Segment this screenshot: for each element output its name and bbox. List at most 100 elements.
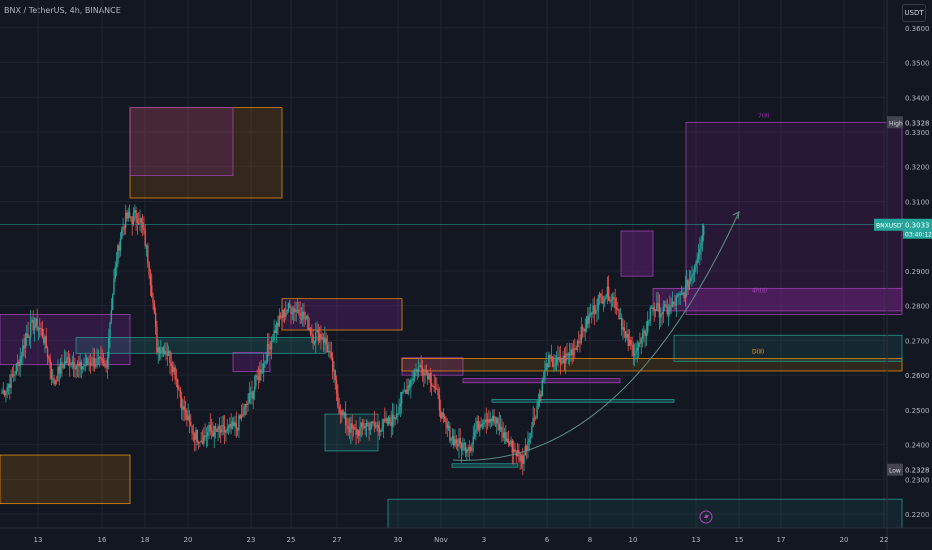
candle-body: [78, 363, 80, 367]
candle-body: [404, 389, 407, 392]
candle-body: [434, 388, 437, 390]
candle-body: [335, 379, 338, 394]
candle-body: [581, 326, 584, 329]
candle-body: [442, 412, 445, 417]
candle-body: [100, 357, 102, 359]
candle-body: [216, 429, 218, 432]
candle-body: [287, 303, 290, 311]
candle-body: [613, 296, 615, 299]
candle-body: [346, 425, 348, 427]
candle-body: [572, 348, 575, 356]
time-tick-label: 22: [880, 536, 889, 544]
candle-body: [326, 344, 329, 353]
candle-body: [32, 319, 34, 331]
weekly-range-box: [685, 121, 903, 315]
candle-body: [311, 333, 313, 335]
candle-body: [144, 230, 146, 247]
time-tick-label: 20: [840, 536, 849, 544]
candle-body: [614, 298, 616, 308]
candle-body: [292, 308, 295, 313]
support-zone: [0, 454, 131, 505]
candle-body: [113, 278, 115, 295]
candle-body: [634, 354, 636, 356]
candle-body: [652, 307, 654, 309]
candle-body: [282, 309, 284, 318]
candle-body: [675, 296, 678, 306]
candle-body: [665, 304, 667, 308]
candle-body: [303, 311, 305, 318]
candle-body: [536, 405, 538, 418]
candle-body: [118, 245, 120, 251]
candle-body: [365, 423, 368, 427]
candle-body: [277, 323, 279, 327]
candle-body: [193, 434, 196, 440]
candle-body: [130, 216, 132, 220]
time-axis[interactable]: 13 16 18 20 23 25 27 30 Nov 3 6 8 10 13 15 17 20 22: [0, 527, 932, 544]
candle-body: [309, 328, 312, 334]
candle-body: [26, 333, 28, 338]
candle-body: [636, 347, 639, 352]
candle-body: [147, 245, 149, 264]
high-value-label: 0.3328: [905, 119, 930, 127]
candle-body: [583, 328, 585, 332]
candle-body: [472, 436, 474, 444]
candle-body: [79, 361, 81, 367]
candle-body: [338, 406, 340, 414]
candle-body: [132, 212, 135, 225]
candle-body: [68, 358, 71, 366]
candle-body: [632, 345, 635, 356]
price-tick-label: 0.2200: [905, 511, 930, 519]
candle-body: [395, 414, 398, 418]
candle-body: [279, 315, 282, 318]
candle-body: [420, 365, 422, 368]
candle-body: [559, 357, 562, 363]
candle-body: [537, 401, 540, 406]
candle-body: [380, 430, 382, 433]
candle-body: [19, 356, 21, 367]
candle-body: [161, 347, 163, 350]
candle-body: [169, 351, 171, 363]
time-tick-label: 13: [34, 536, 43, 544]
candle-body: [606, 286, 609, 297]
candle-body: [275, 323, 278, 334]
candle-body: [7, 384, 10, 388]
candle-body: [97, 357, 100, 359]
demand-zone: [75, 337, 326, 354]
candle-body: [54, 380, 57, 385]
candle-body: [389, 417, 391, 423]
candle-body: [488, 419, 490, 423]
candle-body: [499, 426, 502, 431]
candle-body: [5, 391, 7, 396]
candle-body: [482, 422, 485, 425]
candle-body: [1, 392, 3, 394]
candle-body: [377, 425, 379, 429]
candle-body: [374, 426, 377, 428]
candle-body: [443, 416, 446, 419]
candles-layer: [1, 204, 705, 476]
candle-body: [650, 307, 653, 309]
price-tick-label: 0.3100: [905, 198, 930, 206]
candle-body: [454, 439, 456, 446]
candle-body: [313, 342, 316, 344]
time-tick-label: 30: [394, 536, 403, 544]
currency-button[interactable]: USDT: [902, 4, 926, 22]
candle-body: [368, 423, 370, 431]
candle-body: [283, 309, 286, 317]
candle-body: [531, 426, 533, 438]
candle-body: [372, 421, 374, 423]
candle-body: [463, 443, 465, 445]
candle-body: [355, 428, 357, 435]
candle-body: [446, 423, 448, 429]
candle-body: [110, 310, 113, 323]
candle-body: [620, 317, 623, 330]
lightning-icon-glyph: [704, 512, 709, 522]
last-price-label: 0.3033: [905, 222, 930, 230]
time-tick-label: 15: [735, 536, 744, 544]
candle-body: [268, 344, 270, 347]
candle-body: [519, 452, 521, 462]
price-axis[interactable]: 0.2200 0.2300 0.2400 0.2500 0.2600 0.2700 0.28…: [874, 0, 932, 550]
price-tick-label: 0.2400: [905, 442, 930, 450]
candle-body: [152, 297, 154, 304]
candle-body: [160, 349, 162, 354]
